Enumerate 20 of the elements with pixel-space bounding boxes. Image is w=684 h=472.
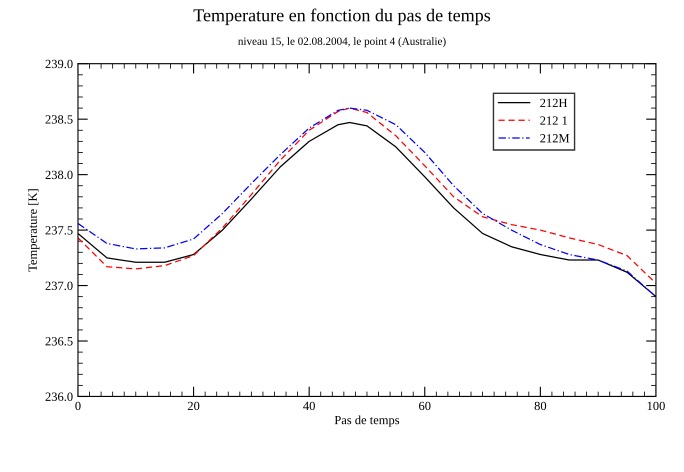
chart-title: Temperature en fonction du pas de temps: [194, 8, 490, 26]
x-tick-label: 20: [188, 402, 200, 410]
y-tick-label: 238.0: [46, 170, 73, 180]
legend-label: 212 1: [540, 116, 568, 125]
x-tick-label: 100: [648, 402, 665, 410]
x-tick-label: 80: [534, 402, 546, 410]
x-axis-title: Pas de temps: [334, 415, 400, 427]
y-tick-label: 237.0: [46, 282, 73, 290]
y-tick-label: 238.5: [46, 115, 73, 124]
chart-subtitle: niveau 15, le 02.08.2004, le point 4 (Australie): [238, 37, 446, 48]
legend-label: 212M: [540, 134, 570, 142]
x-tick-label: 0: [75, 402, 81, 410]
legend-label: 212H: [540, 98, 568, 108]
y-axis-title: Temperature [K]: [28, 189, 40, 272]
y-tick-label: 236.0: [46, 392, 73, 401]
y-tick-label: 237.5: [46, 226, 73, 235]
y-tick-label: 236.5: [46, 337, 73, 346]
x-tick-label: 60: [419, 402, 431, 410]
x-tick-label: 40: [303, 402, 315, 410]
y-tick-label: 239.0: [46, 60, 73, 68]
